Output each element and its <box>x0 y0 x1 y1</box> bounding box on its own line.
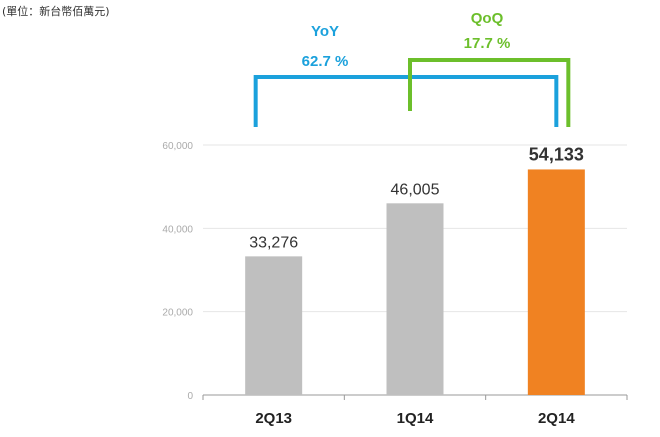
qoq-value: 17.7 % <box>464 35 511 52</box>
y-tick-label: 20,000 <box>162 308 193 319</box>
data-label: 33,276 <box>249 234 298 251</box>
qoq-bracket <box>408 58 571 127</box>
bar-2Q13 <box>245 256 303 395</box>
x-category-label: 1Q14 <box>397 410 434 427</box>
yoy-bracket <box>253 75 559 127</box>
y-tick-label: 60,000 <box>162 141 193 152</box>
bar-1Q14 <box>386 203 444 395</box>
x-category-label: 2Q14 <box>538 410 575 427</box>
unit-label: (單位：新台幣佰萬元) <box>2 5 110 18</box>
data-label: 46,005 <box>391 181 440 198</box>
data-label: 54,133 <box>529 144 584 164</box>
y-tick-label: 40,000 <box>162 224 193 235</box>
x-category-label: 2Q13 <box>255 410 292 427</box>
yoy-label: YoY <box>311 23 339 40</box>
qoq-label: QoQ <box>471 10 504 27</box>
y-tick-label: 0 <box>187 391 193 402</box>
yoy-value: 62.7 % <box>302 53 349 70</box>
bar-2Q14 <box>527 169 585 395</box>
